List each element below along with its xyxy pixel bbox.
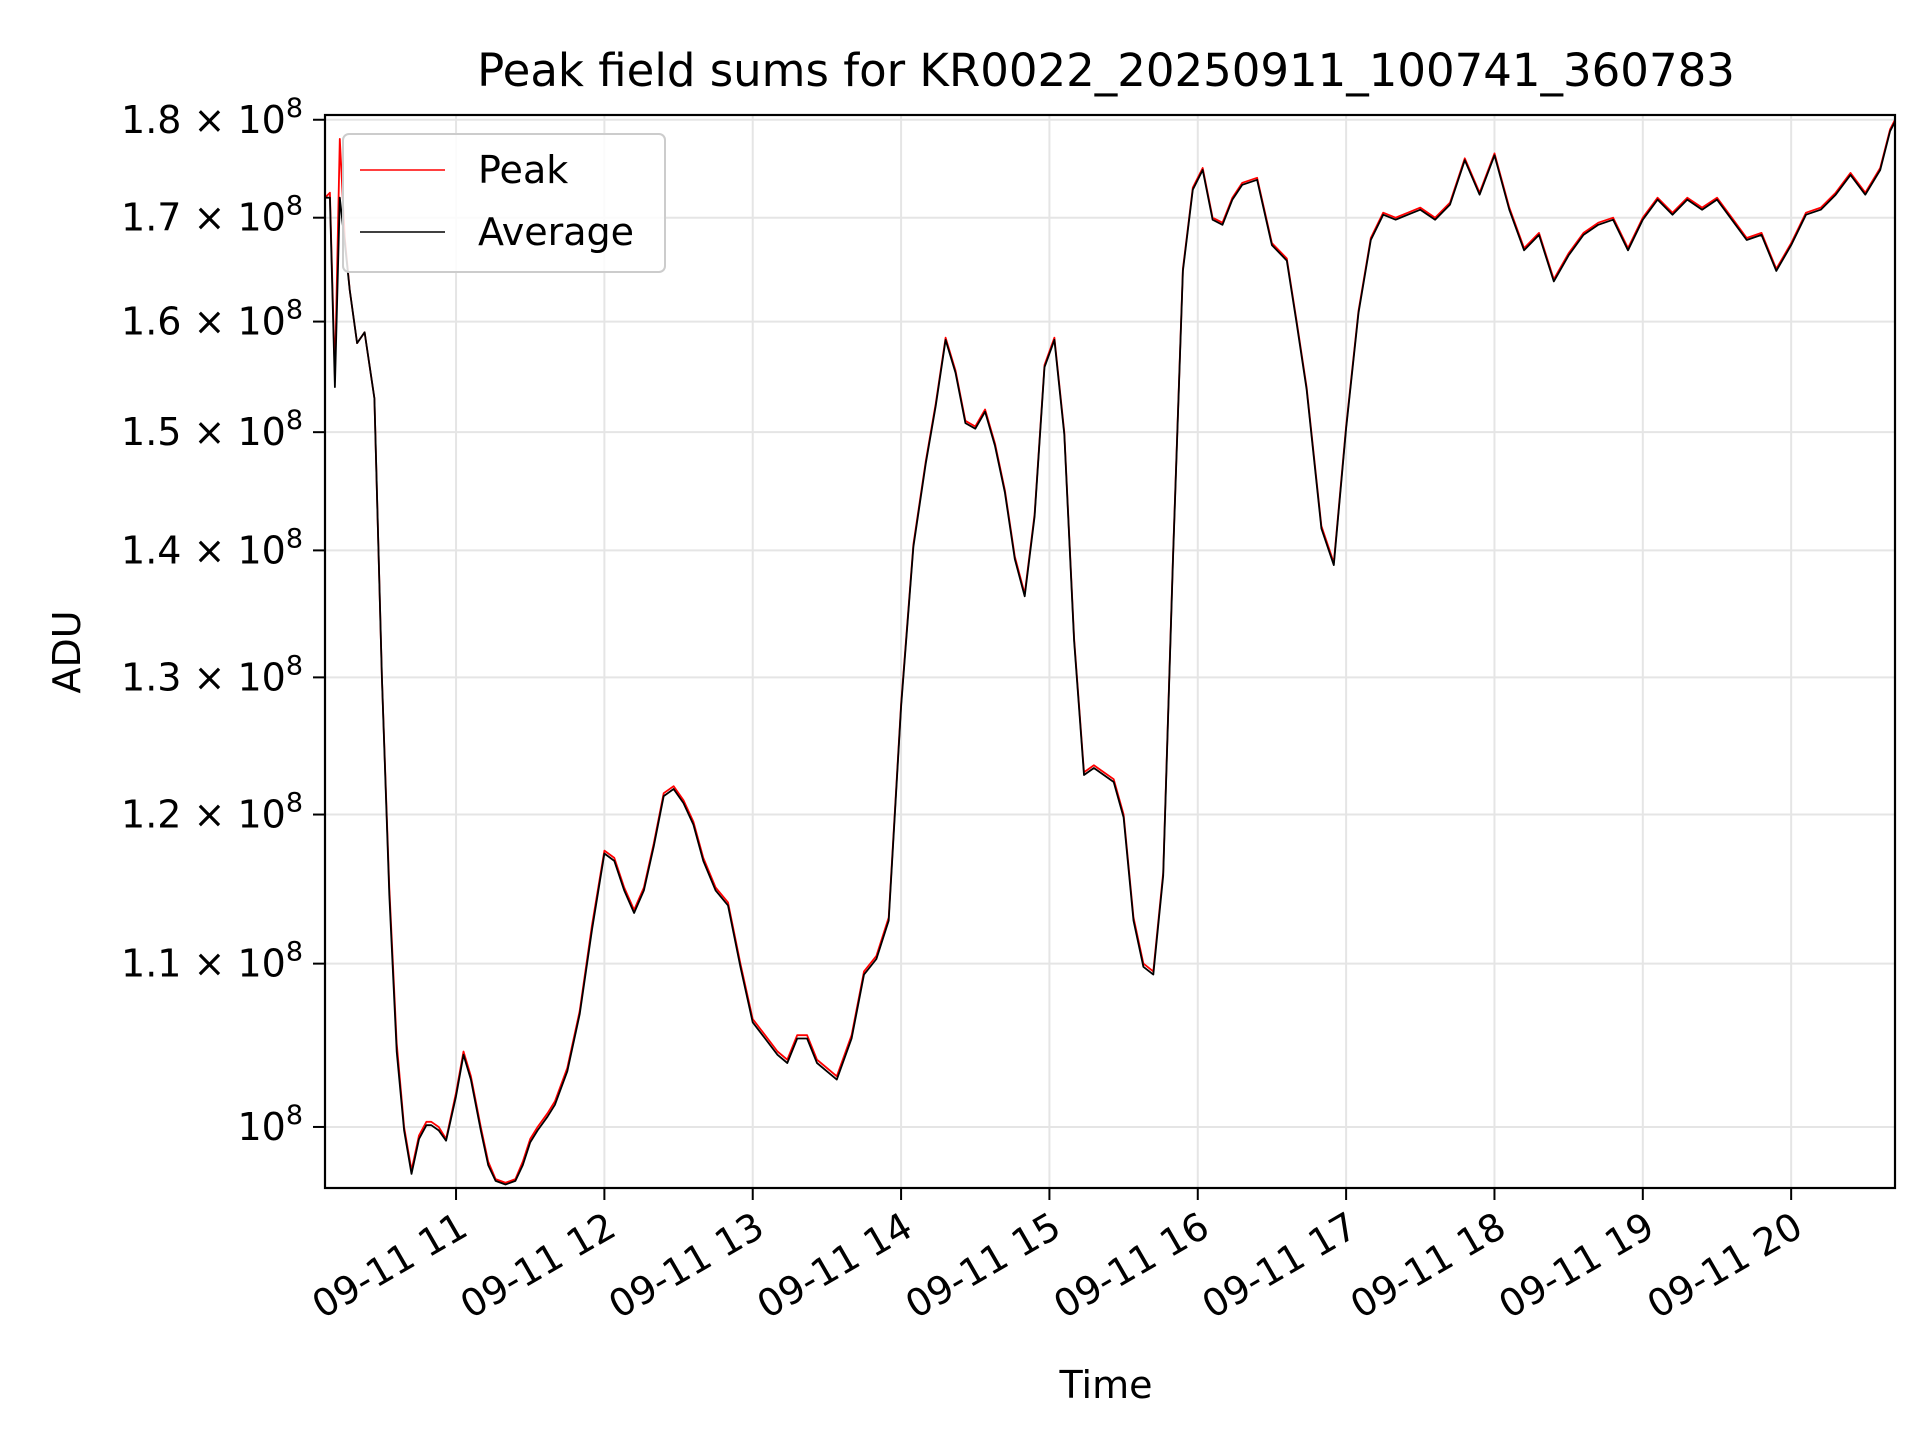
y-axis-label: ADU	[45, 610, 89, 693]
legend-box	[342, 133, 666, 273]
y-tick-label-exponent: 8	[286, 191, 303, 222]
series-line-average	[325, 121, 1895, 1186]
y-tick-label-exponent: 8	[286, 1100, 303, 1131]
legend-label-average: Average	[478, 210, 634, 254]
y-tick-label-exponent: 8	[286, 405, 303, 436]
series-layer	[325, 119, 1895, 1186]
y-tick-label: 1.7 × 108	[121, 191, 303, 240]
y-tick-label-base: 10	[237, 1105, 285, 1149]
y-tick-label-exponent: 8	[286, 650, 303, 681]
grid	[325, 115, 1895, 1188]
y-tick-label: 1.6 × 108	[121, 295, 303, 344]
y-tick-label: 1.5 × 108	[121, 405, 303, 454]
y-tick-label: 1.1 × 108	[121, 937, 303, 986]
y-tick-label: 1.3 × 108	[121, 650, 303, 699]
y-tick-label-exponent: 8	[286, 937, 303, 968]
y-tick-label-base: 1.6 × 10	[121, 300, 286, 344]
y-tick-label-exponent: 8	[286, 93, 303, 124]
y-tick-label: 108	[237, 1100, 303, 1149]
y-tick-label-base: 1.7 × 10	[121, 196, 286, 240]
legend: Peak Average	[342, 133, 666, 273]
y-tick-label-exponent: 8	[286, 523, 303, 554]
y-tick-label-exponent: 8	[286, 788, 303, 819]
y-tick-label-exponent: 8	[286, 295, 303, 326]
y-tick-label-base: 1.4 × 10	[121, 528, 286, 572]
y-tick-label-base: 1.5 × 10	[121, 410, 286, 454]
plot-frame	[323, 113, 1897, 1190]
y-tick-label: 1.4 × 108	[121, 523, 303, 572]
y-tick-label-base: 1.3 × 10	[121, 655, 286, 699]
y-tick-label-base: 1.8 × 10	[121, 98, 286, 142]
y-tick-label: 1.2 × 108	[121, 788, 303, 837]
chart-title: Peak field sums for KR0022_20250911_1007…	[477, 44, 1735, 97]
y-tick-label-base: 1.1 × 10	[121, 942, 286, 986]
legend-label-peak: Peak	[478, 148, 568, 192]
x-axis-label: Time	[1059, 1363, 1153, 1407]
y-tick-label-base: 1.2 × 10	[121, 793, 286, 837]
y-tick-label: 1.8 × 108	[121, 93, 303, 142]
